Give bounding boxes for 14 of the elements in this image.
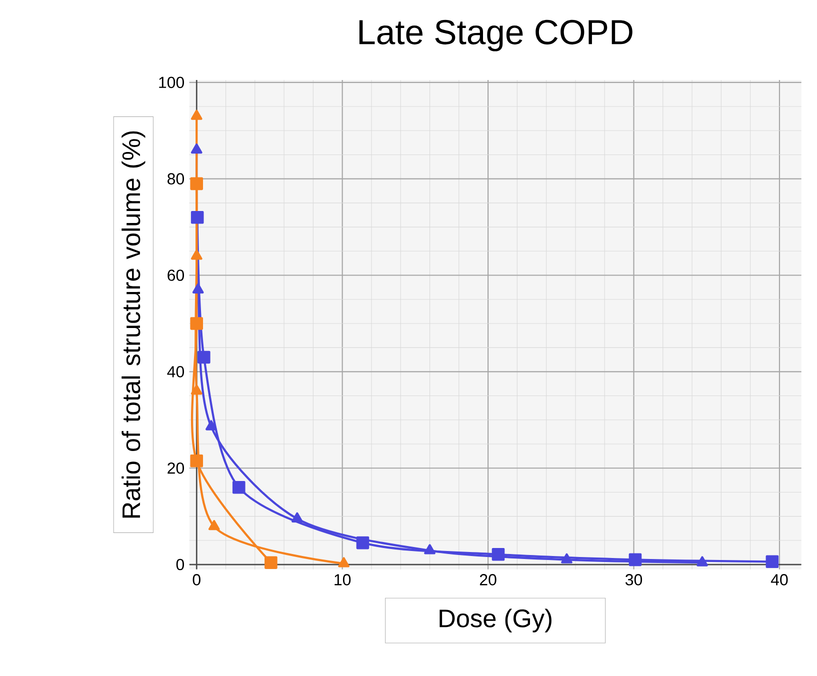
- y-tick-label: 60: [168, 270, 184, 281]
- x-tick-label: 30: [625, 574, 642, 586]
- y-tick-label: 0: [176, 558, 184, 570]
- x-axis-title: Dose (Gy): [440, 608, 552, 632]
- y-tick-label: 40: [167, 366, 184, 378]
- x-tick-label: 10: [334, 574, 351, 586]
- x-tick-label: 0: [192, 574, 200, 586]
- x-tick-label: 40: [770, 574, 788, 586]
- y-tick-label: 100: [159, 76, 184, 88]
- y-axis-title: Ratio of total structure volume (%): [122, 131, 146, 518]
- y-tick-label: 80: [168, 173, 184, 184]
- x-tick-label: 20: [480, 574, 496, 586]
- chart-title: Late Stage COPD: [359, 20, 632, 52]
- y-tick-label: 20: [168, 462, 184, 474]
